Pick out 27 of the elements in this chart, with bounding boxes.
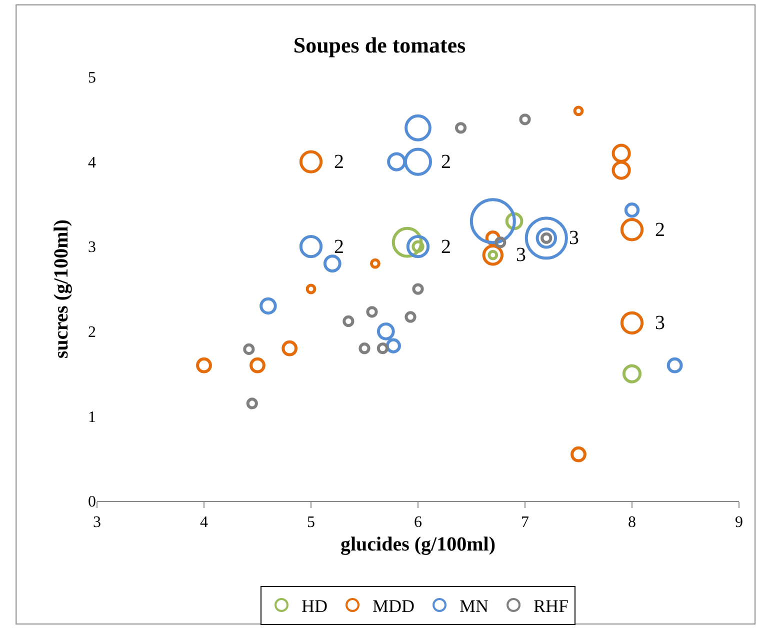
annotation: 3 <box>569 227 579 249</box>
y-tick-label: 0 <box>88 494 96 511</box>
y-tick-label: 4 <box>88 154 96 172</box>
y-tick-label: 1 <box>88 408 96 426</box>
x-tick-label: 5 <box>307 514 315 532</box>
annotation: 2 <box>334 151 344 173</box>
legend-label: MN <box>460 596 489 616</box>
legend-label: RHF <box>534 596 569 616</box>
x-tick-label: 4 <box>200 514 208 532</box>
x-tick-label: 6 <box>414 514 422 532</box>
y-tick-label: 5 <box>88 70 96 87</box>
annotation: 2 <box>655 219 665 241</box>
legend-label: HD <box>302 596 328 616</box>
annotation: 2 <box>334 236 344 258</box>
x-tick-label: 9 <box>735 514 743 532</box>
annotation: 3 <box>516 244 526 266</box>
y-tick-label: 2 <box>88 324 96 341</box>
annotation: 2 <box>441 236 451 258</box>
legend-label: MDD <box>372 596 415 616</box>
y-axis-title: sucres (g/100ml) <box>50 219 72 359</box>
x-tick-label: 8 <box>628 514 636 532</box>
y-tick-label: 3 <box>88 239 96 256</box>
chart-title: Soupes de tomates <box>293 32 466 58</box>
annotation: 2 <box>441 151 451 173</box>
x-tick-label: 7 <box>521 514 529 532</box>
annotation: 3 <box>655 312 665 334</box>
x-axis-title: glucides (g/100ml) <box>340 534 496 556</box>
